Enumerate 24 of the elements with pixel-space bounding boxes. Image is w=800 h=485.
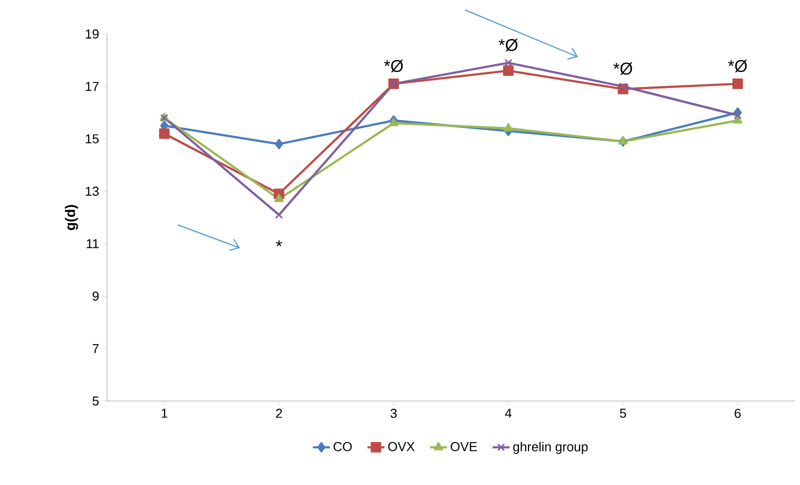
x-tick-label: 4	[505, 408, 512, 418]
y-tick-label: 7	[92, 344, 99, 354]
x-tick-label: 5	[620, 408, 626, 418]
annotation: *Ø	[498, 38, 518, 52]
y-tick-label: 9	[92, 292, 99, 301]
legend-label: OVX	[388, 442, 415, 452]
y-tick-label: 11	[86, 239, 99, 248]
legend-label: OVE	[450, 442, 477, 452]
annotation: *Ø	[728, 60, 747, 72]
y-axis-title: g(d)	[64, 205, 78, 230]
x-tick-label: 2	[276, 408, 282, 418]
annotation: *	[276, 240, 282, 246]
annotation: *Ø	[384, 60, 403, 72]
legend-label: ghrelin group	[513, 442, 588, 454]
y-tick-label: 13	[86, 186, 99, 196]
annotation: *Ø	[613, 62, 632, 75]
x-tick-label: 1	[162, 408, 168, 418]
y-tick-label: 5	[92, 396, 99, 406]
x-tick-label: 6	[734, 408, 741, 418]
y-tick-label: 19	[86, 29, 99, 39]
x-tick-label: 3	[390, 408, 397, 418]
y-tick-label: 17	[86, 82, 99, 91]
legend-label: CO	[334, 442, 352, 452]
y-tick-label: 15	[86, 134, 99, 144]
